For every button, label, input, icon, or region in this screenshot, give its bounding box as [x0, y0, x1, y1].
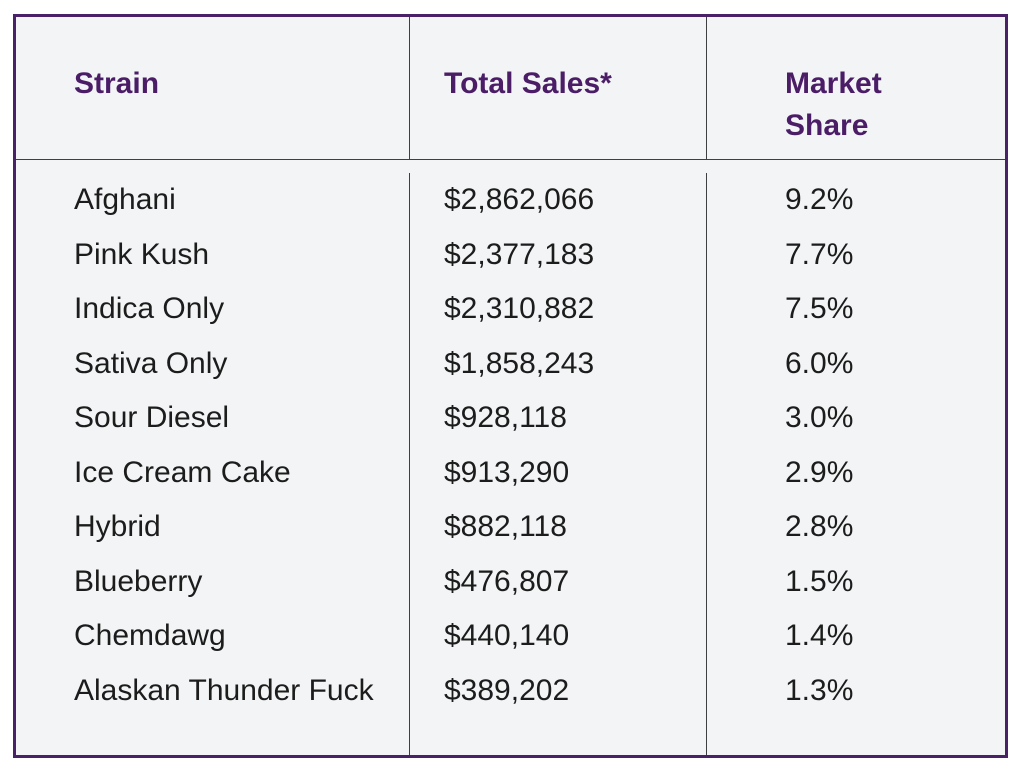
- table-row: Sour Diesel $928,118 3.0%: [16, 391, 1005, 446]
- cell-market-share: 2.8%: [785, 510, 854, 544]
- cell-market-share: 1.5%: [785, 564, 854, 598]
- table-row: Afghani $2,862,066 9.2%: [16, 173, 1005, 228]
- table-row: Blueberry $476,807 1.5%: [16, 554, 1005, 609]
- cell-strain: Pink Kush: [16, 227, 410, 282]
- cell-total-sales: $2,310,882: [410, 282, 707, 337]
- table-row: Chemdawg $440,140 1.4%: [16, 609, 1005, 664]
- cell-strain: Sour Diesel: [16, 391, 410, 446]
- column-header-market-share: Market Share: [707, 17, 1005, 159]
- cell-total-sales: [410, 718, 707, 755]
- column-header-strain: Strain: [16, 17, 410, 159]
- table-row: Alaskan Thunder Fuck $389,202 1.3%: [16, 663, 1005, 718]
- column-header-market-share-label: Market Share: [785, 67, 882, 142]
- cell-total-sales: $2,377,183: [410, 227, 707, 282]
- cell-market-share: 1.3%: [785, 673, 854, 707]
- cell-total-sales: $389,202: [410, 663, 707, 718]
- cell-strain: Indica Only: [16, 282, 410, 337]
- table-row: Sativa Only $1,858,243 6.0%: [16, 336, 1005, 391]
- cell-market-share: [707, 718, 1005, 755]
- cell-total-sales: $882,118: [410, 500, 707, 555]
- cell-strain: Ice Cream Cake: [16, 445, 410, 500]
- cell-total-sales: $928,118: [410, 391, 707, 446]
- cell-strain: Sativa Only: [16, 336, 410, 391]
- table-header-row: Strain Total Sales* Market Share: [16, 17, 1005, 160]
- cell-total-sales: $2,862,066: [410, 173, 707, 228]
- cell-market-share: 7.5%: [785, 292, 854, 326]
- strain-sales-table: Strain Total Sales* Market Share Afghani…: [13, 14, 1008, 758]
- cell-total-sales: $913,290: [410, 445, 707, 500]
- cell-market-share: 2.9%: [785, 455, 854, 489]
- table-row: Pink Kush $2,377,183 7.7%: [16, 227, 1005, 282]
- table-row: Indica Only $2,310,882 7.5%: [16, 282, 1005, 337]
- cell-market-share: 1.4%: [785, 619, 854, 653]
- table-row: [16, 718, 1005, 755]
- cell-market-share: 3.0%: [785, 401, 854, 435]
- cell-strain: Hybrid: [16, 500, 410, 555]
- table-body: Afghani $2,862,066 9.2% Pink Kush $2,377…: [16, 160, 1005, 755]
- cell-strain: Afghani: [16, 173, 410, 228]
- cell-total-sales: $476,807: [410, 554, 707, 609]
- cell-strain: [16, 718, 410, 755]
- cell-total-sales: $440,140: [410, 609, 707, 664]
- column-header-total-sales: Total Sales*: [410, 17, 707, 159]
- cell-strain: Blueberry: [16, 554, 410, 609]
- cell-market-share: 6.0%: [785, 346, 854, 380]
- cell-market-share: 7.7%: [785, 237, 854, 271]
- table-row: Ice Cream Cake $913,290 2.9%: [16, 445, 1005, 500]
- table-row: Hybrid $882,118 2.8%: [16, 500, 1005, 555]
- cell-total-sales: $1,858,243: [410, 336, 707, 391]
- cell-strain: Chemdawg: [16, 609, 410, 664]
- cell-market-share: 9.2%: [785, 183, 854, 217]
- cell-strain: Alaskan Thunder Fuck: [16, 663, 410, 718]
